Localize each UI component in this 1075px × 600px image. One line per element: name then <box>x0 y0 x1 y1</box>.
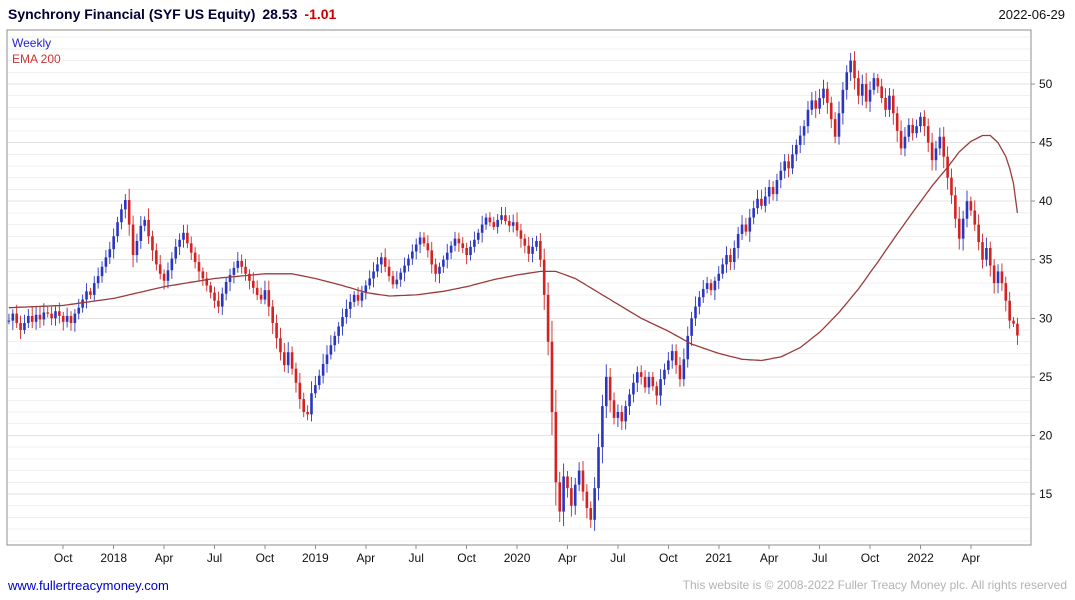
candles-layer <box>7 51 1019 531</box>
svg-text:Apr: Apr <box>962 551 981 565</box>
svg-text:30: 30 <box>1039 311 1053 325</box>
svg-text:Apr: Apr <box>760 551 779 565</box>
site-link[interactable]: www.fullertreacymoney.com <box>8 578 169 593</box>
svg-text:15: 15 <box>1039 487 1053 501</box>
copyright-notice: This website is © 2008-2022 Fuller Treac… <box>682 578 1067 592</box>
svg-text:25: 25 <box>1039 370 1053 384</box>
legend-timeframe: Weekly <box>12 36 52 50</box>
svg-text:50: 50 <box>1039 77 1053 91</box>
svg-text:2018: 2018 <box>100 551 127 565</box>
svg-text:Jul: Jul <box>812 551 827 565</box>
svg-text:Oct: Oct <box>659 551 678 565</box>
legend-ema-200: EMA 200 <box>12 52 61 66</box>
instrument-title: Synchrony Financial (SYF US Equity) <box>8 6 256 22</box>
as-of-date: 2022-06-29 <box>998 7 1066 22</box>
y-axis-labels: 15 20 25 30 35 40 45 50 <box>1031 77 1053 501</box>
ema-line <box>8 134 1019 362</box>
svg-text:Oct: Oct <box>256 551 275 565</box>
svg-text:2019: 2019 <box>302 551 329 565</box>
svg-text:Apr: Apr <box>558 551 577 565</box>
svg-text:20: 20 <box>1039 428 1053 442</box>
svg-text:Oct: Oct <box>54 551 73 565</box>
svg-text:35: 35 <box>1039 253 1053 267</box>
svg-text:40: 40 <box>1039 194 1053 208</box>
svg-text:Jul: Jul <box>207 551 222 565</box>
svg-text:2022: 2022 <box>907 551 934 565</box>
x-axis-labels: Oct 2018 Apr Jul Oct 2019 Apr Jul Oct 2020 Apr Jul O… <box>54 545 980 565</box>
gridlines <box>8 36 1030 542</box>
svg-text:Jul: Jul <box>409 551 424 565</box>
svg-text:Oct: Oct <box>457 551 476 565</box>
svg-text:Apr: Apr <box>356 551 375 565</box>
svg-text:Jul: Jul <box>610 551 625 565</box>
svg-text:Apr: Apr <box>155 551 174 565</box>
plot-border <box>6 29 1032 546</box>
svg-text:Oct: Oct <box>861 551 880 565</box>
svg-text:2021: 2021 <box>705 551 732 565</box>
price-change: -1.01 <box>304 6 337 22</box>
chart-header: Synchrony Financial (SYF US Equity) 28.53… <box>8 6 336 22</box>
svg-text:45: 45 <box>1039 136 1053 150</box>
svg-text:2020: 2020 <box>504 551 531 565</box>
last-price: 28.53 <box>262 6 298 22</box>
